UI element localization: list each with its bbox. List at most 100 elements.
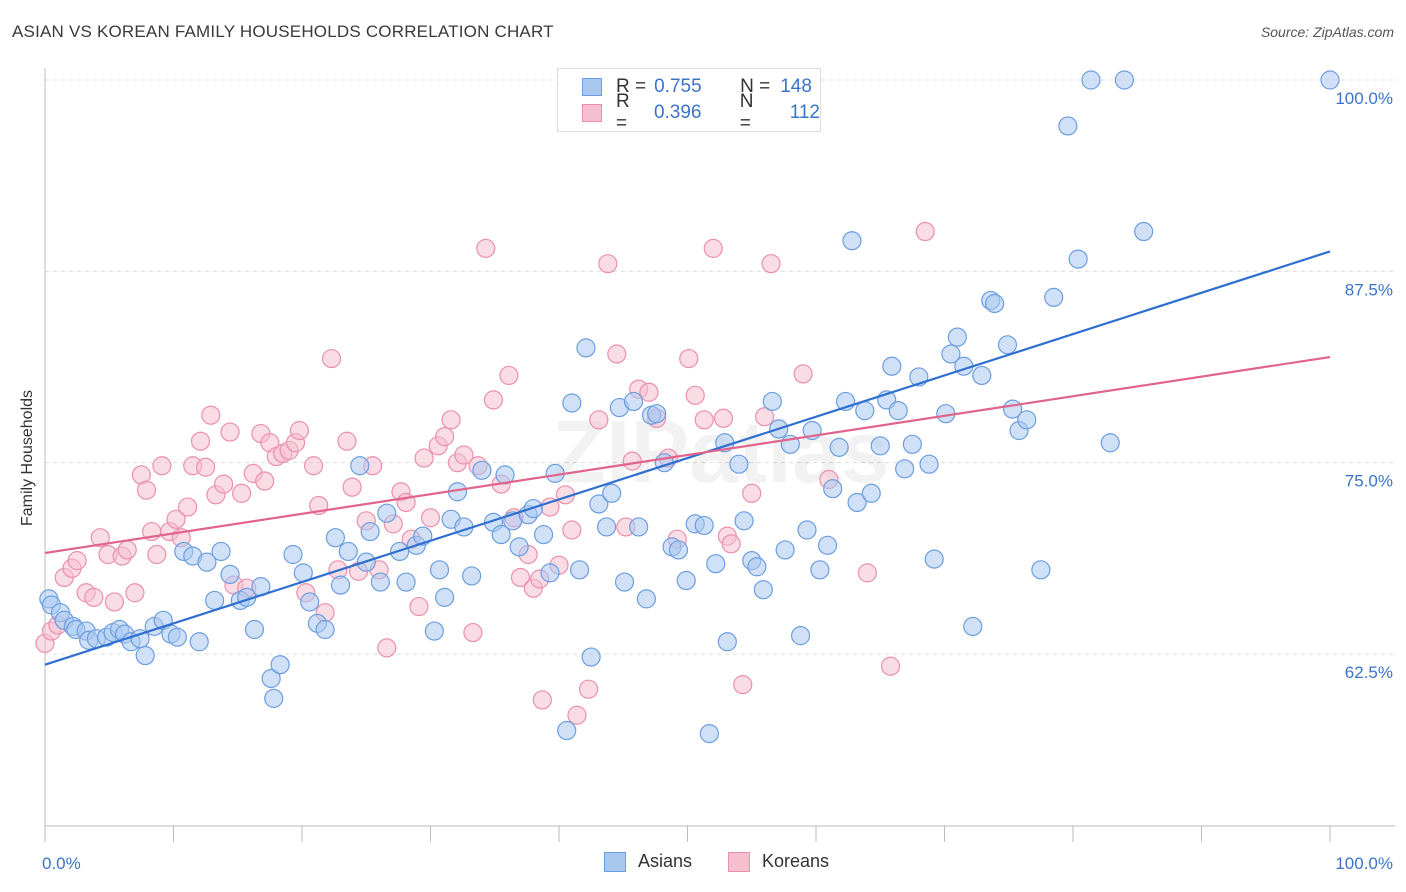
asians-n-label: N = — [740, 76, 771, 97]
korean-point — [639, 382, 659, 402]
legend-item-asians: Asians — [604, 851, 692, 872]
chart-title: ASIAN VS KOREAN FAMILY HOUSEHOLDS CORREL… — [12, 22, 554, 41]
x-tick-label-min: 0.0% — [42, 854, 81, 873]
korean-point — [67, 551, 87, 571]
asians-r-label: R = — [616, 76, 647, 97]
asian-point — [888, 401, 908, 421]
korean-point — [196, 457, 216, 477]
y-tick-label: 87.5% — [1345, 280, 1393, 299]
korean-point — [435, 427, 455, 447]
korean-point — [694, 410, 714, 430]
asian-point — [1044, 287, 1064, 307]
korean-point — [321, 348, 342, 369]
asian-point — [855, 401, 875, 421]
asian-point — [734, 511, 754, 531]
asian-point — [747, 557, 767, 577]
asian-point — [919, 454, 939, 474]
asian-point — [1114, 70, 1135, 90]
asian-point — [829, 437, 849, 457]
asian-point — [1031, 560, 1051, 580]
koreans-legend-swatch — [728, 851, 750, 872]
asian-point — [261, 668, 281, 689]
asians-legend-label: Asians — [638, 851, 693, 871]
korean-point — [880, 656, 901, 676]
asian-point — [636, 589, 656, 609]
korean-point — [104, 592, 124, 612]
korean-point — [499, 365, 519, 386]
asian-point — [870, 436, 890, 456]
asian-point — [647, 404, 667, 424]
legend-row-koreans: R = 0.396 N = 112 — [582, 91, 820, 134]
asian-point — [1134, 221, 1154, 242]
korean-point — [90, 528, 110, 548]
asian-point — [533, 525, 554, 545]
asians-legend-swatch — [604, 851, 626, 872]
asian-point — [424, 621, 444, 641]
asian-point — [429, 560, 450, 580]
korean-point — [125, 583, 145, 603]
asian-point — [1081, 70, 1101, 90]
koreans-legend-label: Koreans — [762, 851, 830, 871]
asian-point — [596, 517, 617, 537]
korean-point — [117, 540, 137, 560]
asian-point — [817, 535, 838, 555]
legend-row-asians: R = 0.755 N = 148 — [582, 75, 812, 99]
korean-point — [441, 410, 461, 430]
asians-n-value: 148 — [780, 76, 812, 97]
asian-point — [189, 632, 209, 652]
asian-point — [1068, 249, 1088, 269]
asian-point — [270, 655, 290, 675]
korean-point — [342, 477, 362, 497]
koreans-n-label: N = — [739, 91, 754, 134]
asian-point — [589, 494, 609, 514]
koreans-r-value: 0.396 — [653, 102, 702, 123]
asian-point — [540, 563, 560, 583]
asian-point — [576, 338, 596, 358]
asian-point — [300, 592, 320, 612]
asian-point — [729, 454, 749, 474]
asian-point — [963, 616, 983, 637]
source-credit: Source: ZipAtlas.com — [1260, 24, 1394, 40]
asian-point — [842, 231, 862, 251]
series-legend: Asians Koreans — [0, 851, 1406, 877]
asian-point — [823, 479, 843, 499]
asian-point — [360, 521, 380, 542]
korean-point — [721, 534, 741, 554]
asian-point — [244, 619, 265, 640]
asian-point — [472, 460, 492, 480]
asian-point — [706, 554, 726, 574]
asian-point — [135, 645, 155, 666]
x-tick-label-max: 100.0% — [1335, 854, 1393, 873]
asian-point — [997, 335, 1018, 355]
korean-point — [476, 238, 496, 258]
asian-point — [205, 590, 225, 611]
asian-point — [462, 566, 482, 586]
asian-point — [1100, 433, 1120, 453]
korean-point — [190, 431, 211, 451]
korean-point — [742, 483, 762, 503]
korean-point — [578, 679, 599, 699]
korean-point — [409, 596, 429, 617]
asian-point — [435, 587, 455, 607]
korean-point — [414, 448, 434, 468]
asian-point — [797, 520, 817, 540]
korean-point — [733, 675, 753, 695]
asian-point — [985, 293, 1005, 314]
asians-r-value: 0.755 — [654, 76, 702, 97]
asian-point — [370, 572, 390, 592]
koreans-trend-line — [44, 355, 1331, 555]
korean-point — [713, 408, 734, 428]
asian-point — [861, 483, 881, 503]
asian-point — [167, 627, 187, 647]
korean-point — [178, 497, 198, 517]
korean-point — [562, 520, 582, 540]
korean-point — [220, 422, 240, 442]
asian-point — [330, 575, 351, 595]
asian-point — [694, 515, 714, 536]
korean-point — [84, 587, 104, 607]
korean-point — [685, 385, 705, 405]
korean-point — [136, 480, 157, 500]
asian-point — [562, 393, 582, 413]
asian-point — [377, 503, 397, 523]
korean-point — [793, 364, 813, 384]
